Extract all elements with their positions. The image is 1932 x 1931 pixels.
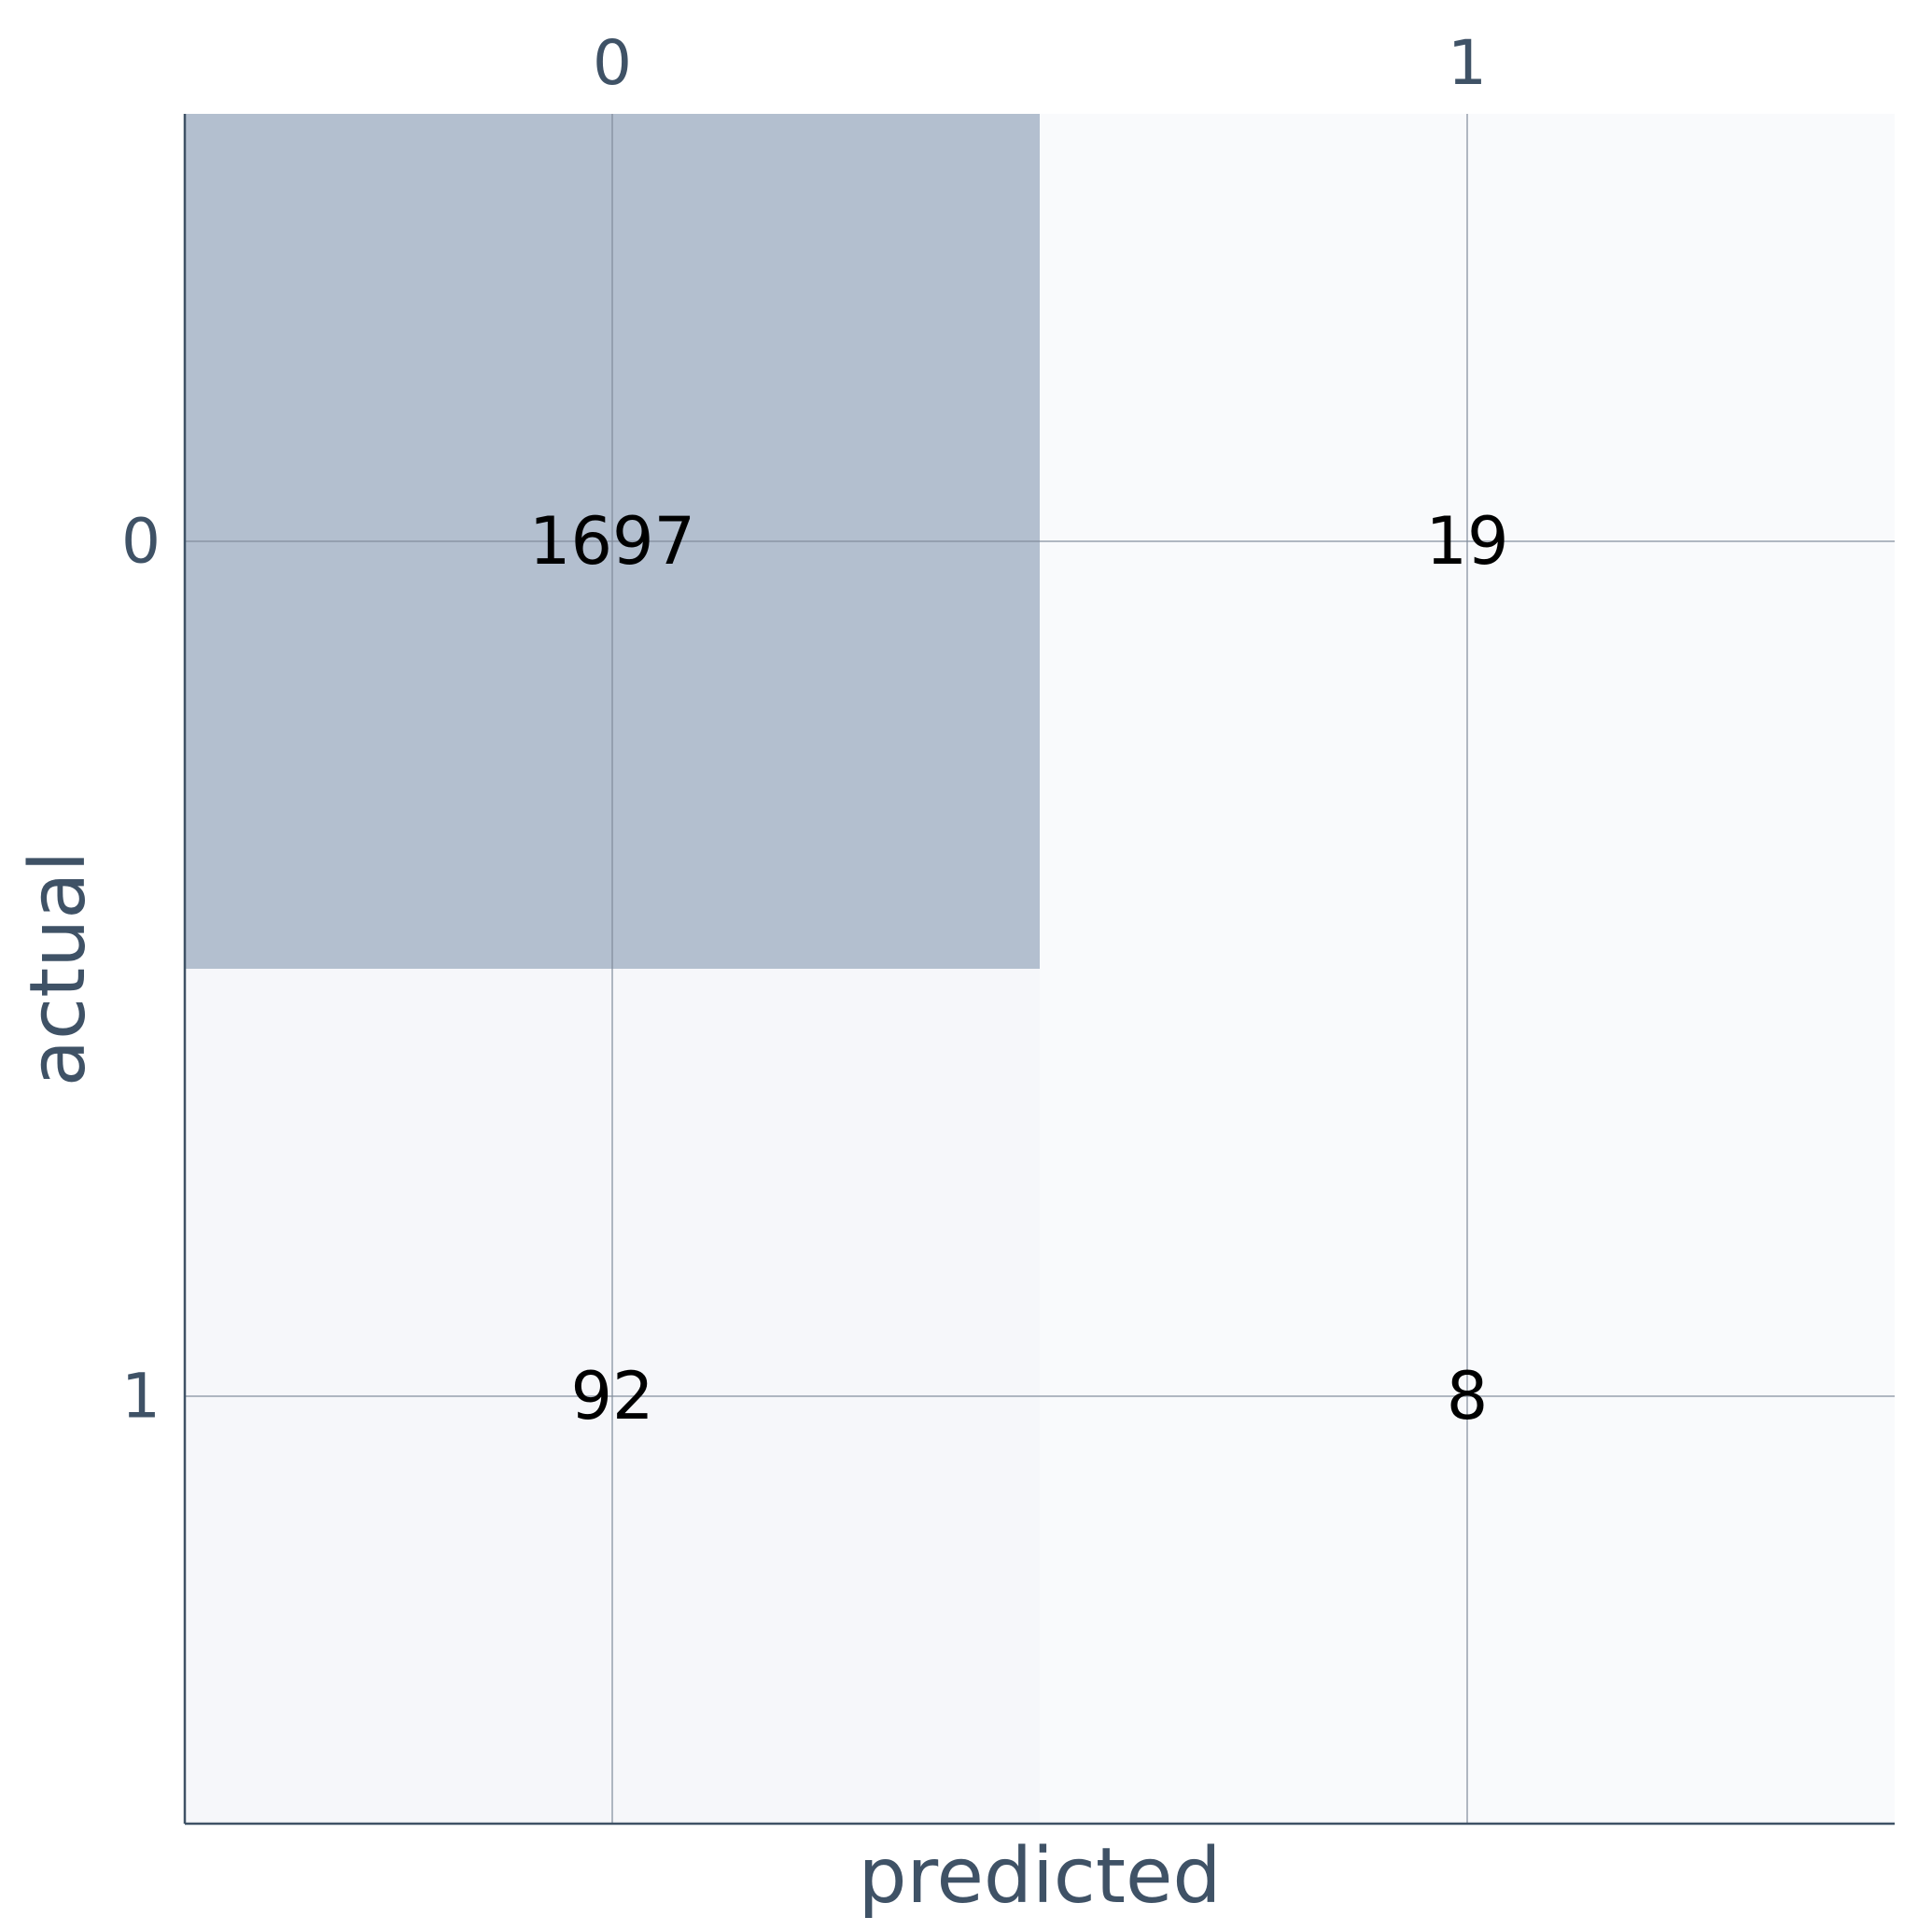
ticks-layer: 0 1 0 1 bbox=[121, 27, 1487, 1433]
y-tick-label-0: 0 bbox=[121, 506, 161, 578]
cell-value-0-1: 19 bbox=[1425, 503, 1508, 580]
cell-value-0-0: 1697 bbox=[529, 503, 695, 580]
x-tick-label-1: 1 bbox=[1448, 27, 1487, 99]
cell-value-1-0: 92 bbox=[570, 1358, 653, 1434]
x-axis-label: predicted bbox=[859, 1832, 1222, 1921]
axes-layer bbox=[183, 114, 1895, 1826]
labels-layer: predicted actual bbox=[14, 851, 1221, 1921]
cell-value-1-1: 8 bbox=[1447, 1358, 1489, 1434]
y-tick-label-1: 1 bbox=[121, 1361, 161, 1433]
y-axis-label: actual bbox=[14, 851, 103, 1087]
x-tick-label-0: 0 bbox=[593, 27, 632, 99]
values-layer: 1697 19 92 8 bbox=[529, 503, 1509, 1434]
cells-layer bbox=[185, 114, 1895, 1824]
grid-layer bbox=[185, 114, 1895, 1824]
